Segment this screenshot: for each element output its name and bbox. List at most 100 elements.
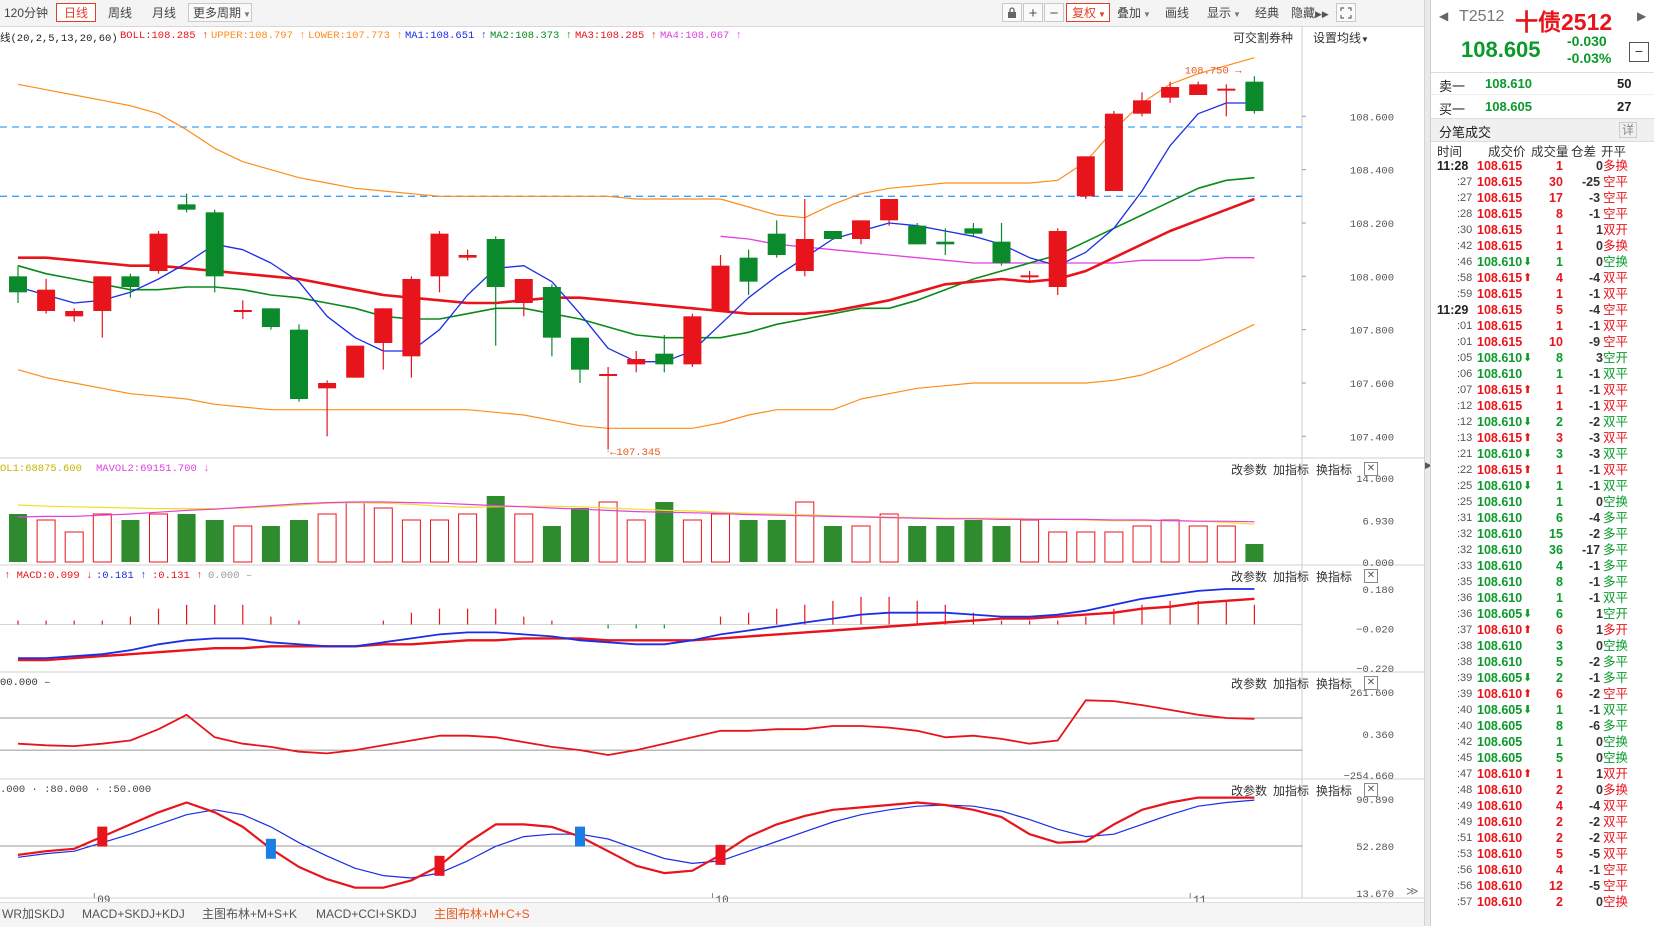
kdj-switch-indicator[interactable]: 换指标 xyxy=(1316,784,1353,798)
kdj-add-indicator[interactable]: 加指标 xyxy=(1273,784,1310,798)
macd-edit-params[interactable]: 改参数 xyxy=(1231,570,1268,584)
arrow-up-icon: ⬆ xyxy=(1523,464,1533,476)
candle-body xyxy=(1217,88,1236,91)
next-contract-icon[interactable]: ▶ xyxy=(1637,9,1647,23)
candle-body xyxy=(1189,84,1208,95)
cci-edit-params[interactable]: 改参数 xyxy=(1231,677,1268,691)
tick-price: 108.605 xyxy=(1477,735,1523,749)
cci-close-icon[interactable]: ✕ xyxy=(1364,676,1378,690)
caret-down-icon: ▼ xyxy=(1233,10,1241,19)
volume-bar xyxy=(626,519,646,563)
macd-add-indicator[interactable]: 加指标 xyxy=(1273,570,1310,584)
display-dropdown[interactable]: 显示 ▼ xyxy=(1204,3,1246,22)
collapse-minus-icon[interactable]: − xyxy=(1629,42,1649,62)
tick-row: :27 108.615 17 -3 空平 xyxy=(1431,190,1654,206)
period-tab-weekly[interactable]: 周线 xyxy=(107,6,132,20)
panel-splitter[interactable]: ▶ xyxy=(1424,0,1432,926)
ma-settings-dropdown[interactable]: 设置均线▼ xyxy=(1313,29,1369,46)
zoom-out-button[interactable]: − xyxy=(1044,3,1064,22)
kdj-close-icon[interactable]: ✕ xyxy=(1364,783,1378,797)
tick-oi-diff: -4 xyxy=(1589,271,1601,285)
zoom-in-button[interactable]: + xyxy=(1023,3,1043,22)
more-periods-dropdown[interactable]: 更多周期 ▼ xyxy=(188,3,252,22)
kdj-edit-params[interactable]: 改参数 xyxy=(1231,784,1268,798)
tick-time: :51 xyxy=(1457,832,1473,844)
prev-contract-icon[interactable]: ◀ xyxy=(1439,9,1449,23)
tick-time: :38 xyxy=(1457,640,1473,652)
fullscreen-icon[interactable] xyxy=(1336,3,1356,22)
tick-row: :49 108.610 4 -4 双平 xyxy=(1431,798,1654,814)
tick-price: 108.615 xyxy=(1477,287,1523,301)
tick-open-close: 双平 xyxy=(1603,287,1629,301)
volume-bar xyxy=(486,496,505,562)
volume-bar xyxy=(1188,525,1208,563)
template-tab-boll-msk[interactable]: 主图布林+M+S+K xyxy=(202,907,298,921)
period-tab-daily[interactable]: 日线 xyxy=(56,3,96,22)
candle-body xyxy=(205,212,224,277)
volume-bar xyxy=(514,513,534,563)
cci-add-indicator[interactable]: 加指标 xyxy=(1273,677,1310,691)
cci-switch-indicator[interactable]: 换指标 xyxy=(1316,677,1353,691)
lower-value: LOWER:107.773 ↑ xyxy=(308,30,403,42)
template-tab-macd-skdj-kdj[interactable]: MACD+SKDJ+KDJ xyxy=(82,907,185,921)
volume-bar xyxy=(92,513,112,563)
tick-price: 108.615 xyxy=(1477,399,1523,413)
macd-switch-indicator[interactable]: 换指标 xyxy=(1316,570,1353,584)
collapse-arrow-icon[interactable]: ▶ xyxy=(1425,460,1432,470)
tick-volume: 8 xyxy=(1556,719,1563,733)
scroll-right-icon[interactable]: ≫ xyxy=(1406,884,1419,898)
volume-bar xyxy=(317,513,337,563)
draw-line-button[interactable]: 画线 xyxy=(1164,6,1189,20)
arrow-up-icon: ⬆ xyxy=(1523,624,1533,636)
tick-row: :49 108.610 2 -2 双平 xyxy=(1431,814,1654,830)
classic-button[interactable]: 经典 xyxy=(1254,6,1279,20)
divider xyxy=(1431,94,1654,95)
period-tab-120m[interactable]: 120分钟 xyxy=(3,6,49,20)
volume-close-icon[interactable]: ✕ xyxy=(1364,462,1378,476)
price-change: -0.030 xyxy=(1567,33,1607,49)
volume-edit-params[interactable]: 改参数 xyxy=(1231,463,1268,477)
overlay-dropdown[interactable]: 叠加 ▼ xyxy=(1114,3,1156,22)
tick-volume: 1 xyxy=(1556,479,1563,493)
col-oi-diff: 仓差 xyxy=(1571,145,1597,159)
ticks-list[interactable]: 11:28 108.615 1 0 多换:27 108.615 30 -25 空平:27 108.… xyxy=(1431,158,1654,926)
fuquan-label: 复权 xyxy=(1072,6,1097,20)
tick-price: 108.615 xyxy=(1477,239,1523,253)
tick-row: :22 108.615 ⬆ 1 -1 双平 xyxy=(1431,462,1654,478)
template-tab-wr-skdj[interactable]: WR加SKDJ xyxy=(2,907,65,921)
candle-body xyxy=(93,276,112,311)
tick-row: :40 108.605 8 -6 多平 xyxy=(1431,718,1654,734)
tick-row: :53 108.610 5 -5 双平 xyxy=(1431,846,1654,862)
volume-switch-indicator[interactable]: 换指标 xyxy=(1316,463,1353,477)
volume-bar xyxy=(121,520,140,562)
tick-time: :07 xyxy=(1457,384,1473,396)
chart-canvas[interactable]: 108.600 108.400 108.200 108.000 107.800 107.6… xyxy=(0,0,1424,926)
tick-volume: 1 xyxy=(1556,735,1563,749)
volume-add-indicator[interactable]: 加指标 xyxy=(1273,463,1310,477)
deliverable-bonds-button[interactable]: 可交割券种 xyxy=(1233,31,1294,45)
tick-time: :05 xyxy=(1457,352,1473,364)
zero-legend-text: 0.000 xyxy=(208,570,240,582)
tick-time: :49 xyxy=(1457,800,1473,812)
tick-oi-diff: -3 xyxy=(1589,431,1601,445)
ticks-detail-button[interactable]: 详 xyxy=(1619,122,1638,138)
hide-button[interactable]: 隐藏▶▶ xyxy=(1290,3,1332,22)
candle-body xyxy=(121,276,140,287)
tick-row: :38 108.610 3 0 空换 xyxy=(1431,638,1654,654)
tick-oi-diff: 0 xyxy=(1596,495,1603,509)
tick-price: 108.610 xyxy=(1477,623,1523,637)
macd-close-icon[interactable]: ✕ xyxy=(1364,569,1378,583)
template-tab-macd-cci-skdj[interactable]: MACD+CCI+SKDJ xyxy=(316,907,417,921)
tick-open-close: 空换 xyxy=(1603,495,1629,509)
template-tab-boll-mcs[interactable]: 主图布林+M+C+S xyxy=(434,907,530,921)
macd-axis-label: 0.180 xyxy=(1362,585,1394,597)
tick-time: :46 xyxy=(1457,256,1473,268)
tick-time: :35 xyxy=(1457,576,1473,588)
fuquan-dropdown[interactable]: 复权 ▼ xyxy=(1066,3,1110,22)
tick-volume: 10 xyxy=(1549,335,1563,349)
period-tab-monthly[interactable]: 月线 xyxy=(151,6,176,20)
tick-price: 108.615 xyxy=(1477,191,1523,205)
lock-icon[interactable] xyxy=(1002,3,1022,22)
tick-oi-diff: -4 xyxy=(1589,303,1601,317)
tick-open-close: 双平 xyxy=(1603,847,1629,861)
